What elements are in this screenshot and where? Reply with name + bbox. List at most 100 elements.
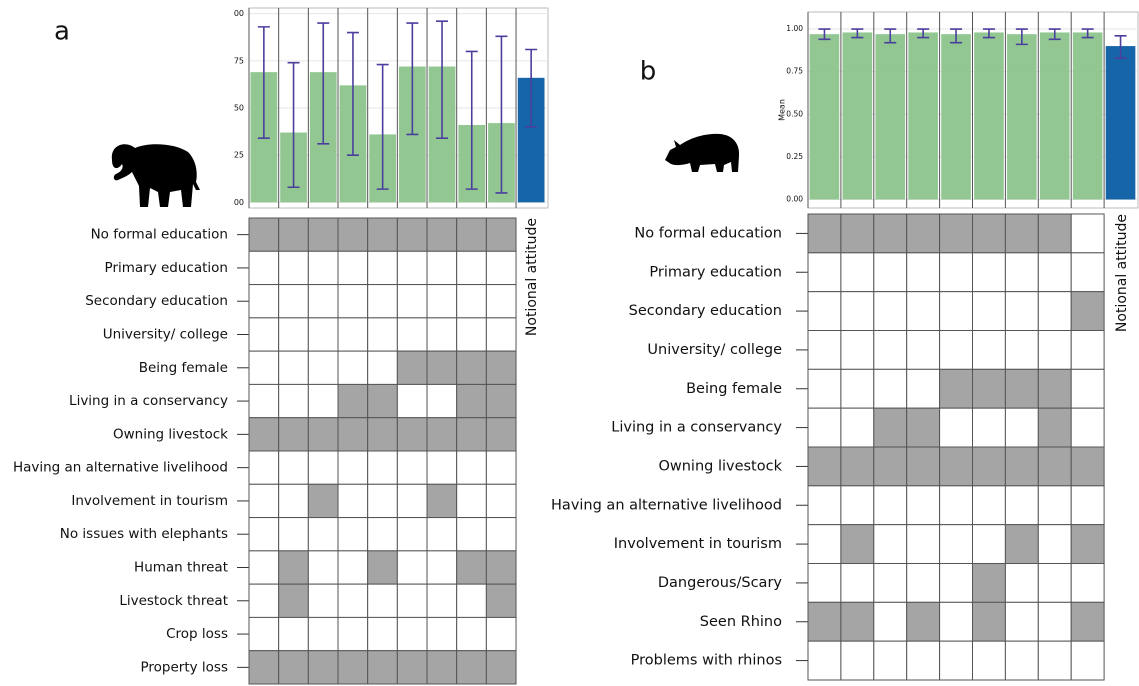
matrix-cell: [807, 213, 842, 254]
matrix-cell: [396, 550, 428, 585]
matrix-cell: [278, 517, 309, 552]
matrix-cell: [1037, 601, 1072, 642]
matrix-cell: [840, 485, 875, 526]
matrix-cell: [396, 317, 428, 352]
matrix-cell: [426, 450, 458, 485]
matrix-cell: [426, 250, 458, 286]
y-tick-label: 25: [234, 151, 244, 160]
row-label: University/ college: [647, 342, 782, 358]
matrix-cell: [906, 368, 941, 409]
bar: [941, 34, 971, 200]
row-label: University/ college: [103, 327, 228, 343]
matrix-cell: [337, 583, 369, 618]
error-bar: [1015, 28, 1028, 46]
matrix-cell: [906, 407, 941, 448]
y-tick-label: 75: [234, 56, 244, 65]
matrix-cell: [248, 417, 280, 452]
matrix-cell: [807, 252, 842, 293]
matrix-cell: [426, 417, 458, 452]
matrix-cell: [426, 383, 458, 419]
matrix-cell: [485, 550, 517, 585]
matrix-cell: [840, 291, 875, 331]
row-label: Primary education: [105, 260, 228, 276]
matrix-cell: [367, 550, 398, 585]
matrix-cell: [396, 517, 428, 552]
matrix-cell: [972, 524, 1006, 565]
matrix-cell: [248, 483, 280, 519]
matrix-cell: [278, 650, 309, 685]
matrix-cell: [939, 330, 973, 370]
matrix-cell: [1037, 330, 1072, 370]
matrix-cell: [307, 250, 339, 286]
panel-label: b: [640, 57, 657, 87]
matrix-cell: [972, 368, 1006, 409]
matrix-cell: [307, 317, 339, 352]
matrix-cell: [278, 250, 309, 286]
matrix-cell: [1070, 330, 1105, 370]
matrix-cell: [1037, 252, 1072, 293]
error-bar: [917, 28, 930, 39]
matrix-cell: [972, 330, 1006, 370]
matrix-cell: [873, 368, 908, 409]
matrix-cell: [939, 368, 973, 409]
matrix-cell: [1004, 291, 1039, 331]
matrix-cell: [939, 252, 973, 293]
matrix-cell: [456, 284, 487, 319]
matrix-cell: [1004, 368, 1039, 409]
y-tick-label: 00: [234, 9, 244, 18]
matrix-cell: [337, 383, 369, 419]
matrix-cell: [367, 417, 398, 452]
matrix-cell: [807, 485, 842, 526]
matrix-cell: [367, 350, 398, 385]
row-label: Involvement in tourism: [71, 493, 228, 509]
matrix-cell: [1004, 330, 1039, 370]
matrix-cell: [1070, 640, 1105, 681]
matrix-cell: [248, 616, 280, 652]
matrix-cell: [248, 250, 280, 286]
row-label: Problems with rhinos: [631, 653, 782, 669]
matrix-cell: [1070, 524, 1105, 565]
matrix-cell: [485, 350, 517, 385]
bar: [974, 32, 1004, 200]
matrix-cell: [1004, 640, 1039, 681]
matrix-cell: [396, 583, 428, 618]
matrix-cell: [337, 250, 369, 286]
matrix-cell: [485, 250, 517, 286]
matrix-cell: [307, 616, 339, 652]
matrix-cell: [807, 601, 842, 642]
bar: [809, 34, 840, 200]
matrix-cell: [873, 330, 908, 370]
bar: [908, 32, 938, 200]
row-label: Livestock threat: [119, 593, 228, 609]
matrix-cell: [1070, 407, 1105, 448]
matrix-cell: [456, 383, 487, 419]
matrix-cell: [278, 383, 309, 419]
matrix-cell: [939, 524, 973, 565]
matrix-cell: [906, 213, 941, 254]
matrix-cell: [873, 291, 908, 331]
error-bar: [257, 26, 270, 139]
matrix-cell: [1037, 524, 1072, 565]
matrix-cell: [278, 350, 309, 385]
matrix-cell: [906, 485, 941, 526]
matrix-cell: [396, 483, 428, 519]
matrix-cell: [337, 550, 369, 585]
matrix-cell: [1004, 252, 1039, 293]
matrix-cell: [396, 284, 428, 319]
matrix-cell: [873, 563, 908, 603]
matrix-cell: [840, 213, 875, 254]
y-tick-label: 0.50: [786, 109, 803, 118]
matrix-cell: [972, 252, 1006, 293]
matrix-cell: [939, 291, 973, 331]
matrix-cell: [939, 213, 973, 254]
bar: [875, 34, 906, 200]
matrix-cell: [1004, 563, 1039, 603]
matrix-cell: [906, 524, 941, 565]
error-bar: [1081, 28, 1094, 39]
elephant-icon: [111, 144, 200, 207]
matrix-cell: [840, 563, 875, 603]
matrix-cell: [1070, 563, 1105, 603]
matrix-cell: [456, 650, 487, 685]
matrix-cell: [485, 217, 517, 252]
error-bar: [950, 28, 963, 44]
